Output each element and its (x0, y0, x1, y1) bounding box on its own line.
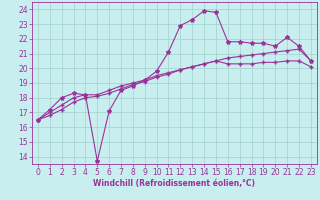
X-axis label: Windchill (Refroidissement éolien,°C): Windchill (Refroidissement éolien,°C) (93, 179, 255, 188)
